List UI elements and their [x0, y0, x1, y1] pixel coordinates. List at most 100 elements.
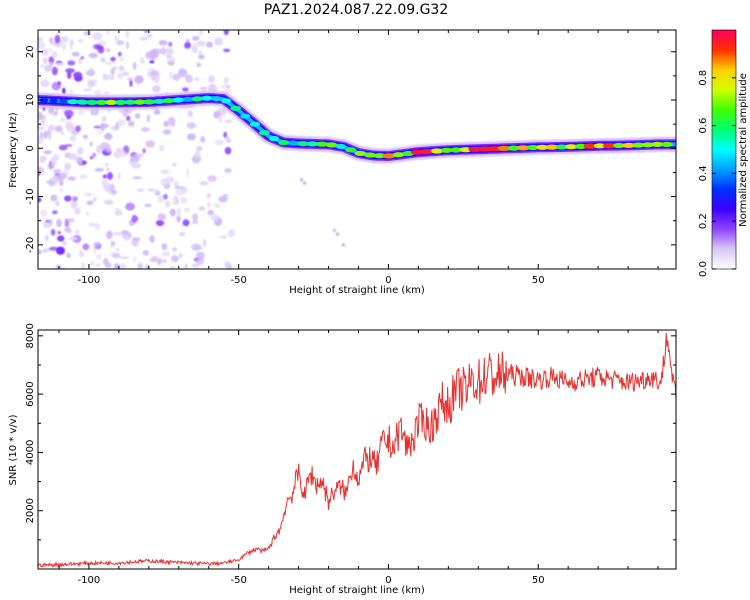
noise-blob: [151, 48, 162, 55]
ridge-segment: [527, 144, 539, 151]
noise-blob: [106, 30, 110, 35]
noise-blob: [62, 241, 67, 246]
ridge-segment: [565, 144, 578, 150]
x-tick-label: 50: [532, 575, 545, 586]
noise-blob: [54, 125, 63, 133]
noise-blob: [129, 80, 133, 87]
noise-blob: [48, 48, 53, 52]
ridge-segment: [240, 113, 251, 119]
ridge-segment: [642, 142, 654, 148]
noise-blob: [186, 133, 196, 141]
y-tick-label: 0: [25, 145, 36, 151]
noise-blob: [196, 62, 202, 68]
noise-blob: [61, 42, 67, 51]
noise-blob: [224, 89, 232, 94]
noise-blob: [49, 37, 53, 44]
colorbar: 0.0 0.2 0.4 0.6 0.8 Normalized spectral ampl…: [698, 29, 749, 277]
noise-blob: [62, 87, 66, 95]
colorbar-label: Normalized spectral amplitude: [738, 73, 749, 227]
noise-blob: [41, 48, 49, 56]
noise-blob: [203, 239, 207, 247]
noise-blob: [174, 185, 184, 190]
ridge-segment: [593, 143, 607, 149]
noise-blob: [158, 195, 164, 203]
spectrogram-x-axis: -100 -50 0 50: [58, 30, 659, 286]
noise-blob: [224, 77, 229, 81]
noise-blob: [114, 210, 123, 216]
noise-blob: [105, 162, 109, 167]
ridge-segment: [613, 142, 625, 149]
noise-blob: [157, 257, 162, 266]
ridge-segment: [297, 141, 309, 147]
noise-blob: [67, 71, 72, 79]
ridge-segment: [382, 153, 396, 159]
noise-blob: [154, 190, 161, 196]
noise-blob: [75, 125, 81, 132]
noise-blob: [106, 48, 111, 53]
noise-blob: [210, 214, 221, 221]
noise-blob: [137, 262, 144, 269]
x-tick-label: -100: [78, 575, 101, 586]
x-tick-label: 0: [385, 575, 391, 586]
ridge-segment: [307, 141, 318, 147]
ridge-segment: [583, 143, 597, 149]
noise-blob: [147, 188, 157, 192]
ridge-segment: [124, 99, 136, 105]
noise-blob: [64, 162, 72, 171]
y-tick-label: 2000: [25, 498, 36, 523]
noise-blob: [68, 236, 78, 241]
noise-blob: [223, 30, 229, 36]
snr-y-axis: 2000 4000 6000 8000: [25, 323, 676, 541]
noise-blob: [71, 51, 80, 57]
ridge-segment: [134, 99, 146, 105]
noise-blob: [65, 68, 75, 73]
noise-blob: [64, 143, 73, 147]
ridge-segment: [201, 95, 212, 101]
ridge-segment: [345, 147, 357, 153]
noise-blob: [133, 153, 144, 159]
noise-blob: [198, 206, 206, 211]
noise-blob: [157, 213, 167, 221]
noise-blob: [207, 175, 217, 182]
noise-blob: [114, 122, 120, 130]
noise-blob: [101, 116, 107, 122]
noise-blob: [39, 64, 46, 68]
noise-blob: [165, 200, 171, 208]
noise-blob: [191, 263, 199, 268]
noise-blob: [169, 266, 177, 269]
noise-blob: [206, 201, 211, 209]
noise-blob: [97, 129, 102, 134]
noise-blob: [67, 60, 76, 66]
noise-blob: [101, 178, 108, 187]
noise-blob: [58, 179, 64, 187]
noise-blob: [186, 168, 190, 178]
noise-blob: [89, 156, 94, 160]
ridge-segment: [325, 142, 338, 148]
noise-blob: [199, 86, 208, 91]
noise-blob: [213, 203, 221, 209]
noise-blob: [139, 57, 145, 65]
noise-blob: [114, 207, 120, 211]
snr-x-label: Height of straight line (km): [289, 585, 425, 596]
noise-blob: [150, 70, 159, 77]
noise-blob: [168, 116, 176, 125]
noise-blob: [75, 229, 80, 236]
snr-y-label: SNR (10 * v/v): [8, 414, 19, 485]
noise-blob: [214, 37, 224, 46]
noise-blob: [64, 227, 70, 232]
y-tick-label: 4000: [25, 440, 36, 465]
ridge-segment: [183, 96, 193, 102]
noise-blob: [155, 219, 165, 227]
ridge-segment: [49, 98, 58, 104]
noise-blob: [168, 41, 173, 47]
noise-blob: [51, 51, 58, 58]
noise-blob: [174, 189, 185, 196]
noise-blob: [132, 176, 142, 180]
noise-blob: [113, 150, 123, 158]
y-tick-label: -10: [25, 188, 36, 204]
noise-blob: [49, 61, 53, 67]
noise-blob: [68, 153, 78, 161]
y-tick-label: 20: [25, 45, 36, 58]
noise-blob: [57, 235, 65, 242]
noise-blob: [207, 209, 215, 216]
